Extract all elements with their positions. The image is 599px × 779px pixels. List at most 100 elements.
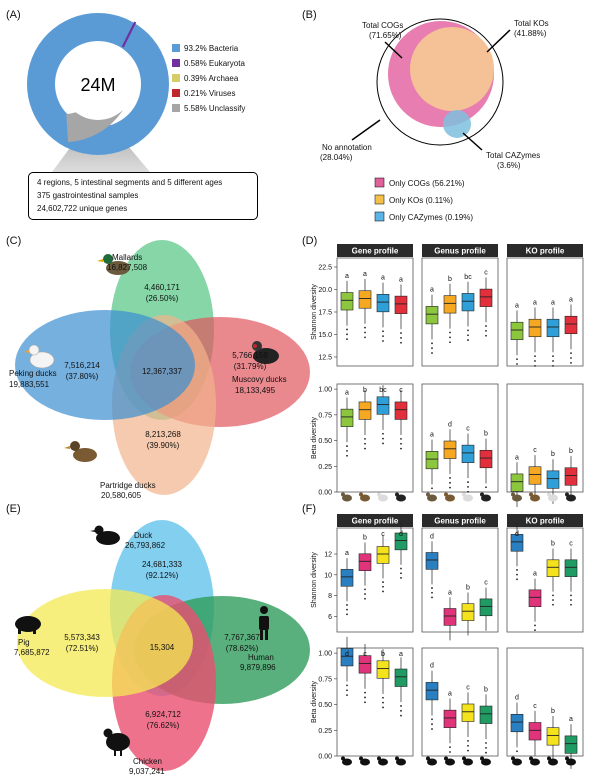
box bbox=[528, 466, 542, 485]
outlier-point bbox=[400, 341, 402, 344]
box bbox=[443, 440, 457, 459]
animal-icon bbox=[530, 494, 540, 502]
significance-letter: c bbox=[363, 651, 367, 658]
animal-icon-head bbox=[565, 492, 569, 497]
arrow-cazymes bbox=[462, 132, 483, 151]
significance-letter: bc bbox=[464, 274, 472, 281]
outlier-point bbox=[534, 629, 536, 631]
outlier-point bbox=[346, 333, 348, 336]
box bbox=[546, 318, 560, 338]
plot-frame bbox=[506, 257, 584, 367]
outlier-point bbox=[449, 751, 451, 753]
box bbox=[443, 295, 457, 314]
animal-icon-head bbox=[426, 756, 430, 761]
y-axis-label: Shannon diversity bbox=[311, 284, 318, 340]
significance-letter: a bbox=[345, 389, 349, 396]
label-mallards: Mallards bbox=[112, 253, 142, 262]
significance-letter: a bbox=[569, 716, 573, 723]
venn-c-left: 7,516,214 bbox=[64, 361, 100, 370]
outlier-point bbox=[552, 364, 554, 367]
profile-title-bg bbox=[422, 244, 498, 257]
animal-icon bbox=[548, 758, 558, 766]
venn-e-bottom: 6,924,712 bbox=[145, 710, 181, 719]
venn-e-right: 7,767,367 bbox=[224, 633, 260, 642]
animal-icon bbox=[342, 758, 352, 766]
box bbox=[394, 401, 408, 420]
animal-icon bbox=[378, 494, 388, 502]
panel-label-c: (C) bbox=[6, 235, 21, 247]
animal-icon bbox=[481, 494, 491, 502]
significance-letter: b bbox=[466, 584, 470, 591]
box bbox=[425, 306, 439, 325]
box bbox=[340, 648, 354, 667]
outlier-point bbox=[400, 337, 402, 339]
box bbox=[564, 735, 578, 754]
panel-label-a: (A) bbox=[6, 9, 21, 21]
box bbox=[425, 451, 439, 470]
y-tick-label: 0.50 bbox=[318, 438, 332, 445]
animal-icon-head bbox=[565, 756, 569, 761]
label-human-count: 9,879,896 bbox=[240, 663, 276, 672]
outlier-point bbox=[431, 596, 433, 599]
y-tick-label: 10 bbox=[324, 572, 332, 579]
outlier-point bbox=[346, 450, 348, 452]
outlier-point bbox=[364, 326, 366, 329]
plot-frame bbox=[421, 383, 499, 493]
venn-c-top-pct: (26.50%) bbox=[146, 294, 179, 303]
venn-e-top-pct: (92.12%) bbox=[146, 571, 179, 580]
profile-title: Gene profile bbox=[352, 517, 399, 526]
significance-letter: d bbox=[515, 531, 519, 538]
outlier-point bbox=[467, 329, 469, 332]
y-tick-label: 0.75 bbox=[318, 676, 332, 683]
outlier-point bbox=[364, 447, 366, 450]
donut-bacteria bbox=[27, 13, 169, 155]
significance-letter: c bbox=[484, 580, 488, 587]
outlier-point bbox=[364, 696, 366, 699]
significance-letter: a bbox=[533, 571, 537, 578]
significance-letter: a bbox=[551, 300, 555, 307]
circle-kos bbox=[410, 27, 494, 111]
legend-a-swatch bbox=[172, 104, 180, 112]
outlier-point bbox=[570, 599, 572, 601]
outlier-point bbox=[449, 477, 451, 479]
outlier-point bbox=[431, 342, 433, 345]
animal-icon bbox=[566, 494, 576, 502]
legend-a-label: 0.21% Viruses bbox=[184, 89, 235, 98]
animal-icon-head bbox=[547, 492, 551, 497]
y-axis-label: Shannon diversity bbox=[311, 552, 318, 608]
box bbox=[376, 396, 390, 415]
outlier-point bbox=[570, 352, 572, 355]
animal-icon-head bbox=[547, 756, 551, 761]
legend-b-swatch bbox=[374, 194, 385, 205]
panel-f: (F) Gene profile Genus profile KO profile S… bbox=[302, 503, 584, 769]
animal-icon-head bbox=[444, 492, 448, 497]
box bbox=[394, 532, 408, 551]
outlier-point bbox=[400, 442, 402, 445]
venn-e-bottom-pct: (76.62%) bbox=[147, 721, 180, 730]
box bbox=[376, 294, 390, 313]
significance-letter: c bbox=[533, 703, 537, 710]
box bbox=[546, 727, 560, 746]
label-muscovy: Muscovy ducks bbox=[232, 375, 287, 384]
box bbox=[340, 292, 354, 311]
box bbox=[394, 668, 408, 687]
profile-title-bg bbox=[507, 244, 583, 257]
outlier-point bbox=[364, 588, 366, 591]
box bbox=[358, 290, 372, 309]
animal-icon bbox=[360, 494, 370, 502]
outlier-point bbox=[382, 340, 384, 342]
outlier-point bbox=[570, 603, 572, 606]
label-total-cazymes-pct: (3.6%) bbox=[497, 161, 521, 170]
significance-letter: a bbox=[363, 271, 367, 278]
animal-icon bbox=[566, 758, 576, 766]
animal-icon bbox=[427, 494, 437, 502]
box bbox=[425, 682, 439, 701]
significance-letter: a bbox=[430, 287, 434, 294]
panel-e: (E) Duck 26,793,862 Pig 7,685,872 Human … bbox=[6, 503, 310, 776]
y-tick-label: 1.00 bbox=[318, 387, 332, 394]
outlier-point bbox=[382, 581, 384, 583]
label-human: Human bbox=[248, 653, 274, 662]
box bbox=[564, 315, 578, 335]
venn-e-top: 24,681,333 bbox=[142, 560, 183, 569]
significance-letter: a bbox=[381, 275, 385, 282]
